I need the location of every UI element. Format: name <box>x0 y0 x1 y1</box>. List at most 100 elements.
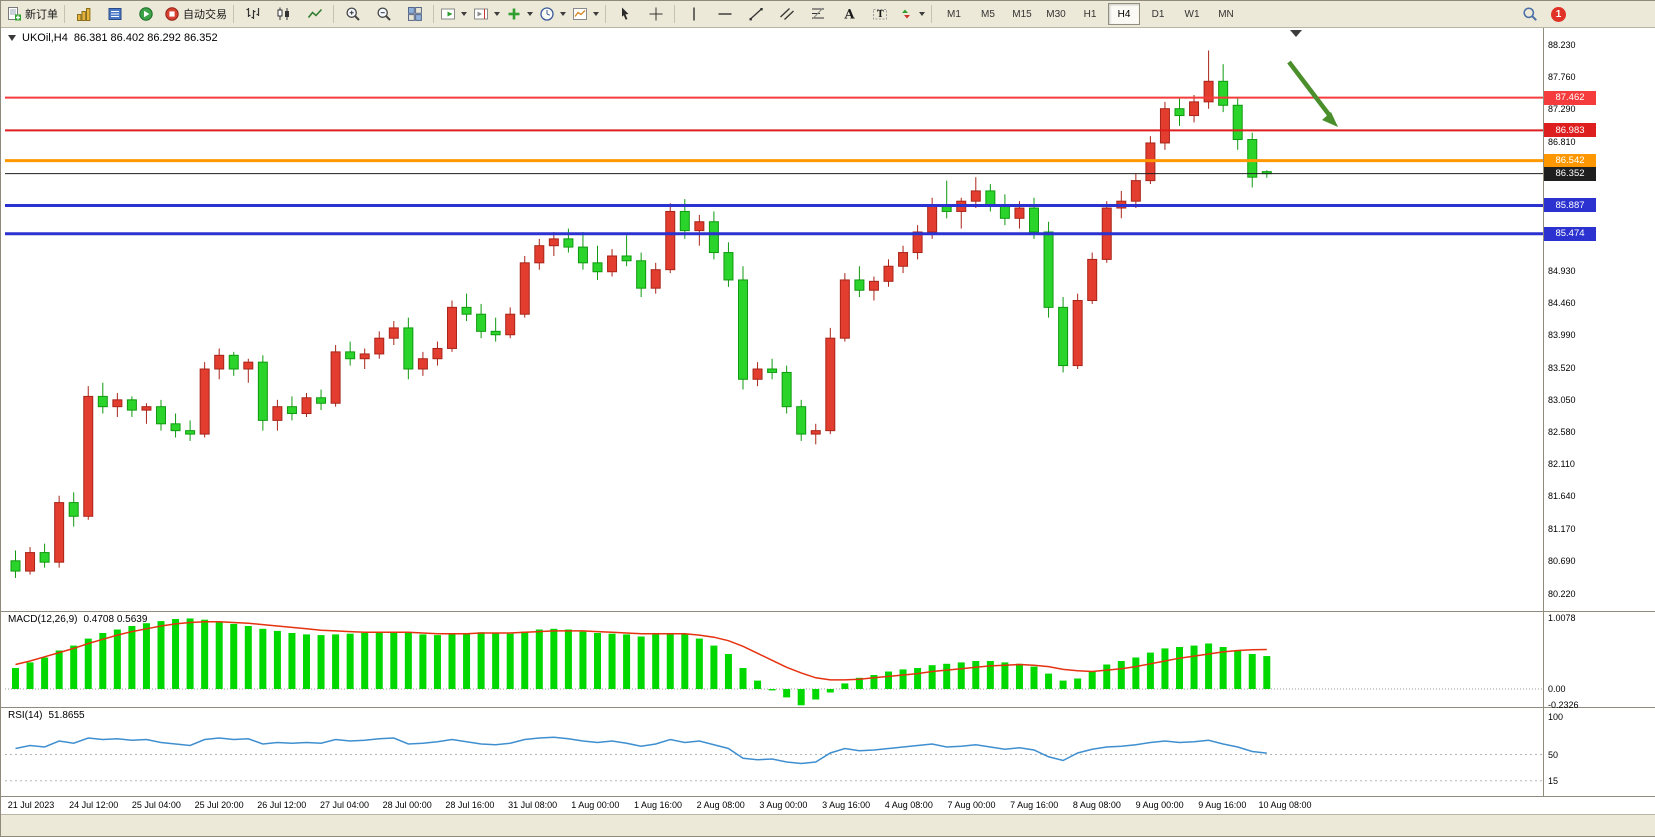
timeframe-h4[interactable]: H4 <box>1108 3 1140 25</box>
price-axis-tick: 87.290 <box>1548 104 1576 115</box>
price-axis-tick: 84.930 <box>1548 266 1576 277</box>
search-button[interactable] <box>1514 3 1545 25</box>
time-axis-tick: 9 Aug 16:00 <box>1198 800 1247 810</box>
navigator-button[interactable] <box>130 3 161 25</box>
price-axis-tick: 83.520 <box>1548 362 1576 373</box>
candle-body <box>650 269 661 289</box>
macd-bar <box>521 631 529 689</box>
templates-button[interactable] <box>569 3 602 25</box>
time-axis-tick: 7 Aug 00:00 <box>947 800 996 810</box>
candle-body <box>330 351 341 404</box>
new-order-button[interactable]: 新订单 <box>3 3 61 25</box>
annotation-arrow[interactable] <box>1287 60 1332 118</box>
macd-bar <box>70 645 78 689</box>
charts-icon <box>76 8 90 21</box>
chart-shift-button[interactable] <box>470 3 503 25</box>
panel-splitter[interactable] <box>1 611 1655 612</box>
macd-panel[interactable] <box>5 612 1543 707</box>
time-axis-tick: 3 Aug 00:00 <box>759 800 808 810</box>
templates-icon <box>573 8 587 20</box>
trendline-button[interactable] <box>740 3 771 25</box>
candle-body <box>592 262 603 273</box>
panel-splitter[interactable] <box>1 707 1655 708</box>
chart-collapse-icon[interactable] <box>8 35 16 41</box>
indicators-button[interactable] <box>503 3 536 25</box>
candle-body <box>170 423 181 432</box>
macd-bar <box>826 689 834 693</box>
horizontal-line-button[interactable] <box>709 3 740 25</box>
auto-trading-button[interactable]: 自动交易 <box>161 3 230 25</box>
toolbar: 新订单 自动交易 A T M1 <box>1 1 1655 28</box>
periods-button[interactable] <box>536 3 569 25</box>
candle-body <box>1130 180 1141 202</box>
auto-scroll-button[interactable] <box>437 3 470 25</box>
crosshair-button[interactable] <box>640 3 671 25</box>
timeframe-m15[interactable]: M15 <box>1012 8 1032 20</box>
dropdown-caret-icon <box>461 12 467 16</box>
time-axis-tick: 31 Jul 08:00 <box>508 800 558 810</box>
fibonacci-button[interactable] <box>802 3 833 25</box>
timeframe-h1[interactable]: H1 <box>1083 8 1097 20</box>
macd-bar <box>55 650 63 689</box>
timeframe-w1[interactable]: W1 <box>1184 8 1200 20</box>
macd-bar <box>564 629 572 689</box>
rsi-panel[interactable] <box>5 708 1543 796</box>
time-axis-tick: 7 Aug 16:00 <box>1010 800 1059 810</box>
text-label-button[interactable]: T <box>864 3 895 25</box>
macd-bar <box>1117 661 1125 689</box>
candle-body <box>607 255 618 273</box>
bar-chart-button[interactable] <box>237 3 268 25</box>
navigator-icon <box>138 7 153 21</box>
line-chart-button[interactable] <box>299 3 330 25</box>
trendline-icon <box>749 8 763 21</box>
new-order-icon <box>8 7 21 21</box>
macd-bar <box>84 638 92 689</box>
vertical-line-icon <box>692 7 695 21</box>
zoom-out-icon <box>376 7 391 21</box>
candle-body <box>286 406 297 415</box>
candle-body <box>679 210 690 232</box>
charts-button[interactable] <box>68 3 99 25</box>
candle-body <box>665 210 676 271</box>
timeframe-mn[interactable]: MN <box>1218 8 1234 20</box>
vertical-line-button[interactable] <box>678 3 709 25</box>
candle-body <box>54 502 65 563</box>
market-watch-icon <box>108 8 121 20</box>
timeframe-m5[interactable]: M5 <box>981 8 995 20</box>
zoom-in-button[interactable] <box>337 3 368 25</box>
macd-histogram <box>12 618 1271 706</box>
macd-bar <box>972 661 980 689</box>
cursor-button[interactable] <box>609 3 640 25</box>
candlestick-chart-button[interactable] <box>268 3 299 25</box>
macd-bar <box>1074 678 1082 689</box>
macd-bar <box>608 633 616 689</box>
macd-bar <box>535 629 543 689</box>
timeframe-m1[interactable]: M1 <box>947 8 961 20</box>
candle-body <box>83 395 94 517</box>
toolbar-separator <box>605 5 606 23</box>
macd-axis-tick: 1.0078 <box>1548 613 1576 624</box>
market-watch-button[interactable] <box>99 3 130 25</box>
price-badge-85.887: 85.887 <box>1544 198 1596 213</box>
zoom-in-icon <box>345 7 360 21</box>
candle-body <box>694 221 705 232</box>
price-badge-86.352: 86.352 <box>1544 166 1596 181</box>
notification-badge[interactable]: 1 <box>1551 6 1566 22</box>
candle-body <box>752 368 763 380</box>
text-button[interactable]: A <box>833 3 864 25</box>
candle-body <box>548 238 559 247</box>
zoom-out-button[interactable] <box>368 3 399 25</box>
timeframe-m30[interactable]: M30 <box>1046 8 1066 20</box>
arrows-icon <box>902 9 910 19</box>
price-badge-85.474: 85.474 <box>1544 226 1596 241</box>
time-axis-tick: 8 Aug 08:00 <box>1072 800 1121 810</box>
candle-body <box>1218 80 1229 106</box>
tile-windows-button[interactable] <box>399 3 430 25</box>
main-price-chart[interactable] <box>5 28 1543 611</box>
candle-body <box>1159 108 1170 144</box>
chart-symbol-period: UKOil,H4 <box>22 32 68 44</box>
arrows-button[interactable] <box>895 3 928 25</box>
timeframe-d1[interactable]: D1 <box>1151 8 1165 20</box>
macd-bar <box>739 668 747 689</box>
channel-button[interactable] <box>771 3 802 25</box>
